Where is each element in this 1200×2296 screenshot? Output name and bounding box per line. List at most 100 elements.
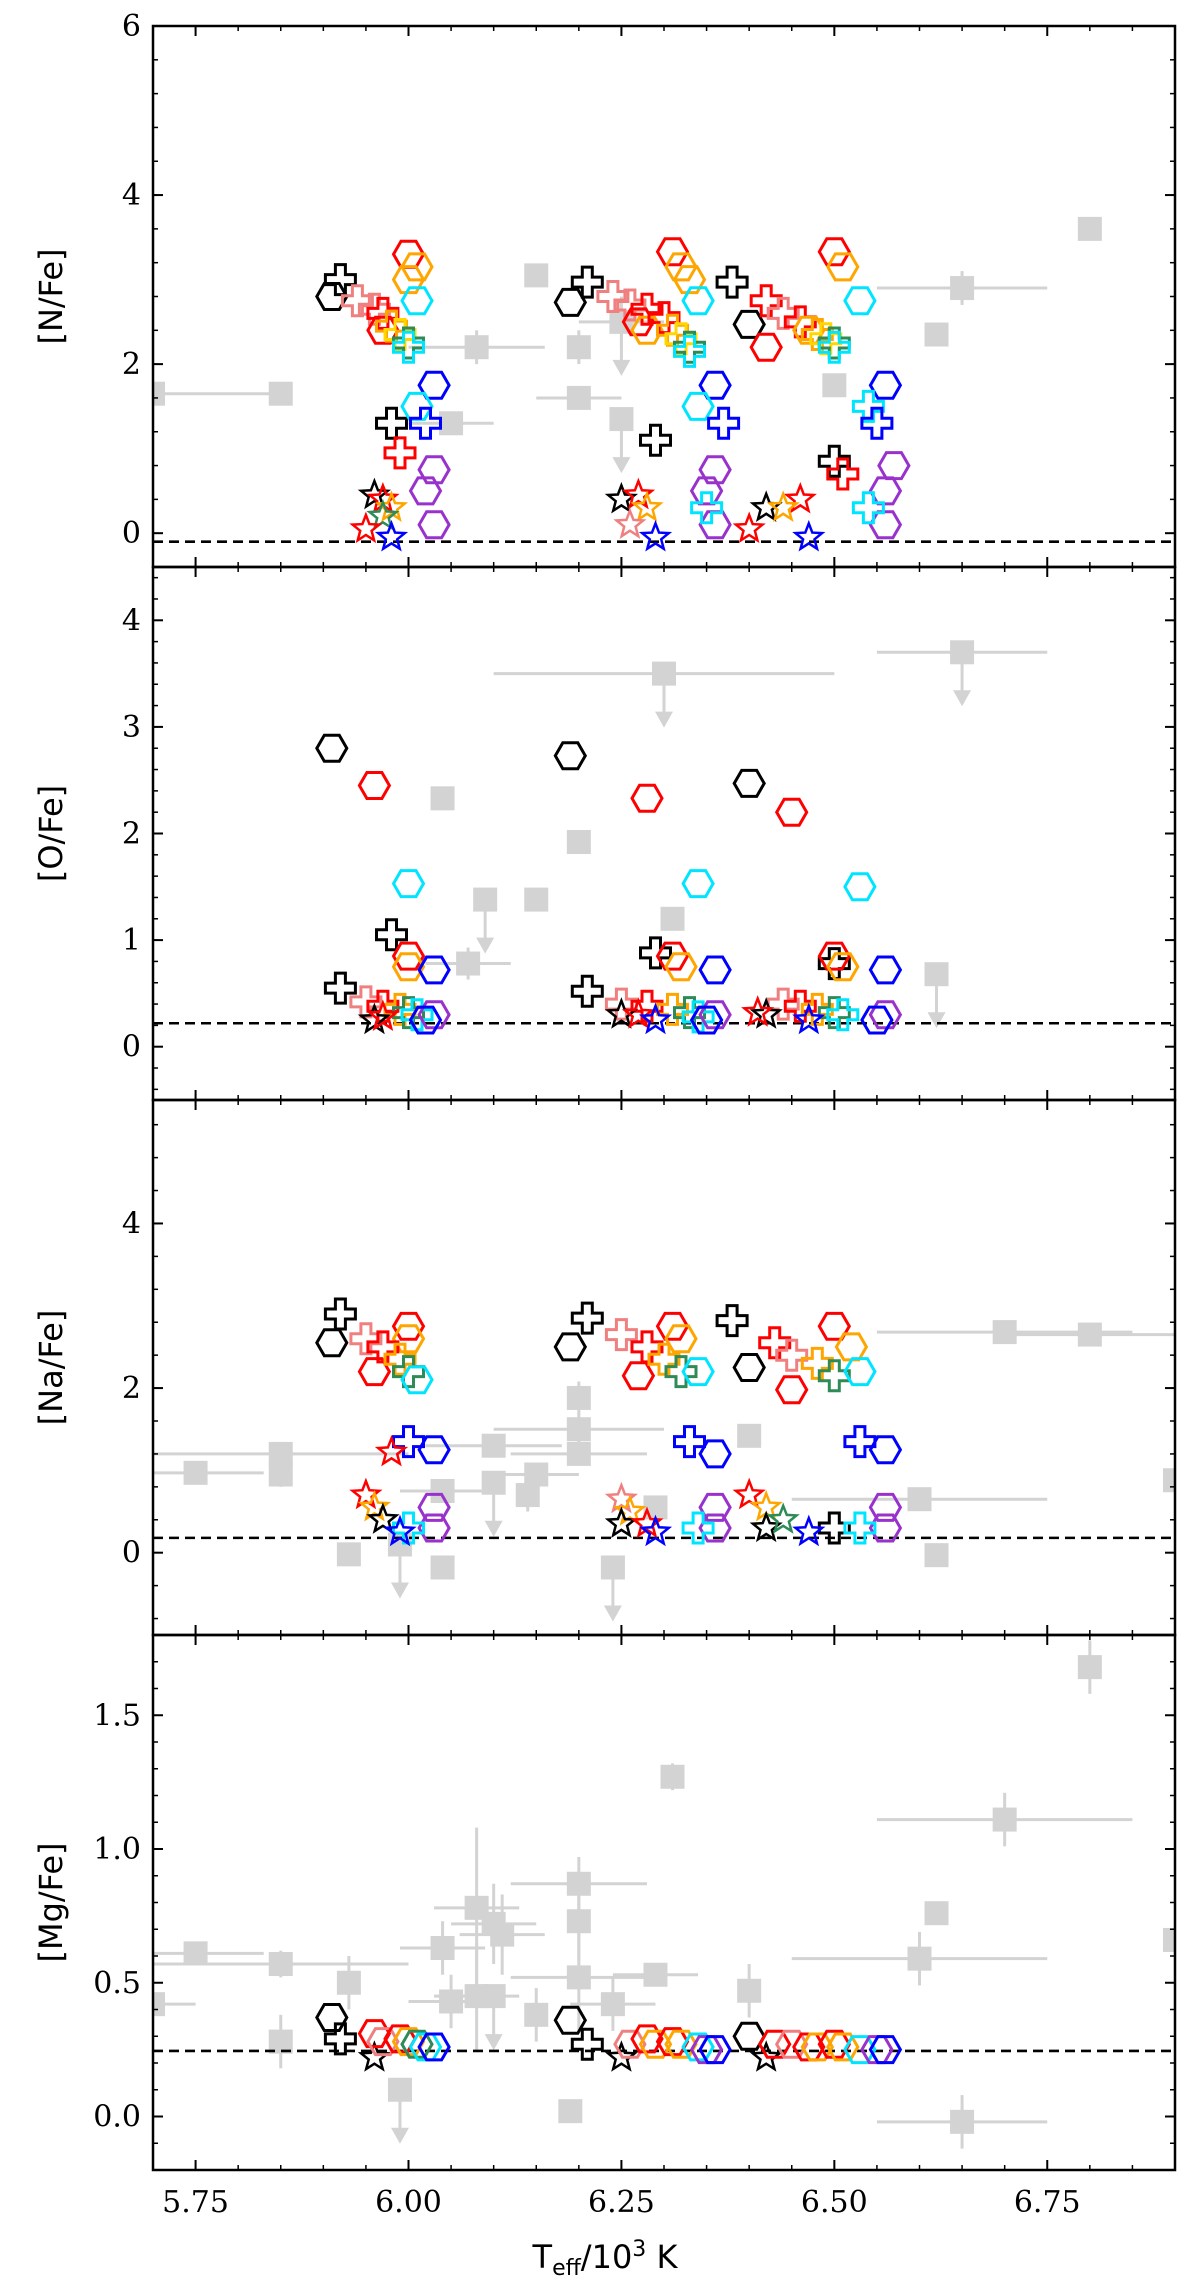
observation-point: [493, 1412, 664, 1446]
model-star: [604, 1506, 639, 1539]
model-star: [366, 498, 400, 531]
y-tick-label: 3: [122, 710, 141, 745]
model-hexagon: [732, 768, 766, 798]
observation-point: [1163, 1927, 1175, 1952]
model-hexagon: [817, 1311, 852, 1341]
model-hexagon: [817, 237, 852, 267]
model-hexagon: [774, 1375, 809, 1405]
obs-square: [566, 1417, 591, 1442]
model-hexagon: [698, 455, 732, 485]
model-star: [349, 1477, 383, 1510]
model-star: [383, 1514, 417, 1547]
model-hexagon: [681, 391, 715, 421]
model-cross: [570, 2027, 604, 2061]
obs-square: [660, 906, 685, 931]
obs-square: [268, 381, 293, 406]
y-tick-label: 0: [122, 1030, 141, 1065]
obs-limit-arrow: [603, 1605, 622, 1622]
model-hexagon: [664, 1324, 698, 1354]
model-hexagon: [732, 1353, 766, 1382]
obs-square: [609, 407, 634, 432]
y-axis: 0 2 4 6: [122, 9, 1175, 568]
model-hexagon: [357, 771, 392, 800]
observation-point: [1077, 1640, 1102, 1694]
model-cross: [323, 2022, 357, 2056]
obs-square: [566, 830, 591, 855]
observation-point: [876, 1792, 1133, 1847]
obs-square: [660, 1764, 685, 1789]
obs-square: [924, 322, 949, 347]
model-hexagon: [391, 941, 426, 971]
obs-square: [430, 786, 455, 811]
model-hexagon: [681, 1357, 715, 1387]
model-hexagon: [553, 2005, 588, 2035]
model-hexagon: [698, 1000, 732, 1030]
y-tick-label: 1.5: [93, 1698, 141, 1733]
model-cross: [570, 1301, 604, 1335]
y-tick-label: 4: [122, 178, 141, 213]
x-axis: Teff/103 K 5.75 6.00 6.25 6.50 6.75: [162, 2185, 1080, 2281]
model-star: [792, 519, 826, 552]
y-tick-label: 2: [122, 817, 141, 852]
model-hexagon: [400, 1365, 434, 1395]
y-tick-label: 2: [122, 1371, 141, 1406]
obs-square: [183, 1460, 208, 1485]
obs-square: [430, 1555, 455, 1580]
model-star: [766, 490, 800, 523]
model-hexagon: [417, 1513, 451, 1543]
model-star: [732, 511, 766, 544]
model-hexagon: [391, 869, 426, 899]
x-axis-label-unit: K: [646, 2238, 678, 2276]
observation-point: [924, 1543, 949, 1568]
y-tick-label: 1.0: [93, 1832, 141, 1867]
observation-point: [493, 1462, 579, 1487]
model-star: [792, 1514, 826, 1547]
model-hexagon: [400, 286, 434, 316]
obs-square: [1077, 216, 1102, 241]
model-hexagon: [417, 510, 451, 540]
model-star: [621, 477, 656, 510]
model-hexagon: [655, 2027, 690, 2057]
model-cross: [681, 1511, 715, 1545]
obs-square: [439, 1989, 464, 2014]
model-hexagon: [417, 1435, 451, 1465]
obs-square: [566, 335, 591, 360]
model-cross: [817, 1511, 851, 1545]
x-axis-label-mid: /10: [581, 2238, 633, 2276]
observation-point: [524, 263, 549, 288]
model-cross: [392, 330, 425, 364]
model-star: [374, 519, 409, 552]
y-tick-label: 0: [122, 516, 141, 551]
model-hexagon: [315, 282, 349, 311]
x-axis-label-sup: 3: [632, 2237, 646, 2262]
obs-limit-arrow: [390, 2127, 409, 2144]
model-hexagon: [681, 286, 715, 316]
observation-point: [336, 1956, 361, 2010]
model-hexagon: [672, 265, 707, 295]
model-star: [792, 1002, 826, 1035]
obs-square: [268, 1441, 293, 1466]
model-cross: [647, 1342, 681, 1376]
y-tick-label: 4: [122, 603, 141, 638]
obs-square: [430, 1935, 455, 1960]
obs-square: [153, 381, 165, 406]
observation-point: [600, 1555, 625, 1622]
model-hexagon: [357, 2019, 392, 2049]
obs-square: [336, 1970, 361, 1995]
model-hexagon: [553, 741, 588, 771]
model-cross: [375, 406, 408, 440]
x-axis-label-sub: eff: [552, 2256, 582, 2281]
obs-square: [566, 1385, 591, 1410]
model-cross: [851, 389, 885, 423]
obs-square: [924, 1901, 949, 1926]
obs-limit-arrow: [927, 1012, 946, 1029]
observation-point: [493, 661, 835, 728]
x-ticks: [152, 1100, 1176, 1635]
model-star: [613, 1494, 647, 1526]
observation-point: [660, 1763, 685, 1791]
model-cross: [604, 987, 638, 1021]
obs-square: [907, 1946, 932, 1971]
model-star: [638, 1002, 673, 1035]
model-hexagon: [366, 315, 400, 345]
